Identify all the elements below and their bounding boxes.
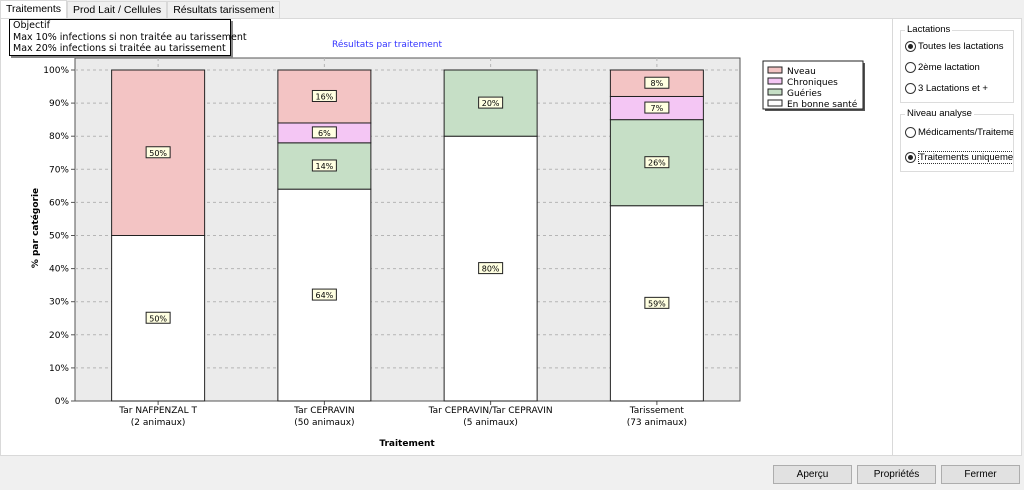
lactations-group: Lactations Toutes les lactations 2ème la…: [900, 24, 1014, 103]
apercu-button[interactable]: Aperçu: [773, 465, 852, 484]
radio-3-lactations[interactable]: 3 Lactations et +: [905, 83, 1013, 94]
radio-icon: [905, 152, 916, 163]
tab-bar: Traitements Prod Lait / Cellules Résulta…: [0, 0, 281, 19]
radio-icon: [905, 41, 916, 52]
data-label: 14%: [315, 162, 333, 171]
legend-swatch: [767, 77, 783, 85]
radio-icon: [905, 62, 916, 73]
niveau-analyse-title: Niveau analyse: [905, 108, 974, 119]
data-label-box: [644, 76, 670, 89]
x-tick-label: Tar NAFPENZAL T: [118, 406, 197, 416]
radio-label: 2ème lactation: [918, 62, 980, 73]
data-label: 80%: [482, 265, 500, 274]
radio-label: 3 Lactations et +: [918, 83, 988, 94]
y-tick-label: 60%: [49, 198, 69, 208]
y-tick-label: 30%: [49, 298, 69, 308]
data-label-box: [311, 89, 337, 102]
radio-2eme-lactation[interactable]: 2ème lactation: [905, 62, 1013, 73]
objective-line: Max 20% infections si traitée au tarisse…: [13, 43, 226, 54]
legend-swatch: [767, 88, 783, 96]
x-tick-label: Tar CEPRAVIN/Tar CEPRAVIN: [428, 406, 553, 416]
legend-label: Guéries: [787, 88, 822, 99]
radio-label: Traitements uniquement: [918, 151, 1013, 164]
data-label: 26%: [648, 159, 666, 168]
radio-label: Médicaments/Traitements: [918, 127, 1013, 138]
radio-label: Toutes les lactations: [918, 41, 1004, 52]
data-label-box: [311, 288, 337, 301]
data-label-box: [478, 96, 504, 109]
radio-traitements-uniquement[interactable]: Traitements uniquement: [905, 151, 1013, 164]
data-label-box: [644, 101, 670, 114]
x-tick-sublabel: (50 animaux): [294, 418, 354, 428]
tab-resultats-tarissement[interactable]: Résultats tarissement: [167, 1, 281, 19]
chart: Résultats par traitement 0% 10% 20% 30% 40% 50…: [30, 39, 865, 449]
x-tick-label: Tarissement: [629, 406, 685, 416]
legend-swatch: [767, 66, 783, 74]
data-label-box: [145, 146, 171, 159]
data-label: 59%: [648, 299, 666, 308]
x-tick-sublabel: (2 animaux): [131, 418, 186, 428]
radio-medicaments[interactable]: Médicaments/Traitements: [905, 127, 1013, 138]
x-tick-sublabel: (5 animaux): [463, 418, 518, 428]
radio-icon: [905, 127, 916, 138]
y-tick-label: 80%: [49, 132, 69, 142]
data-label: 8%: [651, 79, 664, 88]
data-label: 50%: [149, 149, 167, 158]
y-tick-label: 10%: [49, 364, 69, 374]
fermer-button[interactable]: Fermer: [941, 465, 1020, 484]
y-tick-label: 40%: [49, 265, 69, 275]
radio-toutes-lactations[interactable]: Toutes les lactations: [905, 41, 1013, 52]
data-label-box: [311, 159, 337, 172]
data-label: 50%: [149, 314, 167, 323]
data-label: 20%: [482, 99, 500, 108]
y-tick-label: 0%: [55, 397, 70, 407]
x-axis-label: Traitement: [379, 439, 435, 449]
proprietes-button[interactable]: Propriétés: [857, 465, 936, 484]
y-tick-label: 50%: [49, 232, 69, 242]
y-tick-label: 70%: [49, 165, 69, 175]
x-tick-sublabel: (73 animaux): [627, 418, 687, 428]
y-axis-label: % par catégorie: [30, 188, 41, 268]
legend-label: Nveau: [787, 67, 816, 77]
divider: [892, 18, 893, 456]
objective-box: Objectif Max 10% infections si non trait…: [9, 19, 247, 56]
y-tick-label: 90%: [49, 99, 69, 109]
data-label-box: [644, 156, 670, 169]
legend-label: Chroniques: [787, 78, 838, 88]
objective-title: Objectif: [13, 20, 50, 31]
tab-traitements[interactable]: Traitements: [0, 0, 68, 19]
legend-label: En bonne santé: [787, 99, 858, 110]
objective-line: Max 10% infections si non traitée au tar…: [13, 31, 247, 43]
data-label-box: [145, 311, 171, 324]
radio-icon: [905, 83, 916, 94]
data-label: 64%: [315, 291, 333, 300]
y-tick-label: 20%: [49, 331, 69, 341]
data-label: 16%: [315, 92, 333, 101]
chart-title: Résultats par traitement: [332, 39, 443, 50]
niveau-analyse-group: Niveau analyse Médicaments/Traitements T…: [900, 108, 1014, 172]
x-tick-label: Tar CEPRAVIN: [293, 406, 355, 416]
legend-swatch: [767, 99, 783, 107]
lactations-title: Lactations: [905, 24, 953, 35]
data-label: 7%: [651, 104, 664, 113]
data-label-box: [478, 262, 504, 275]
data-label-box: [311, 126, 337, 139]
y-tick-label: 100%: [43, 66, 69, 76]
data-label-box: [644, 296, 670, 309]
data-label: 6%: [318, 129, 331, 138]
tab-prod-lait[interactable]: Prod Lait / Cellules: [67, 1, 168, 19]
